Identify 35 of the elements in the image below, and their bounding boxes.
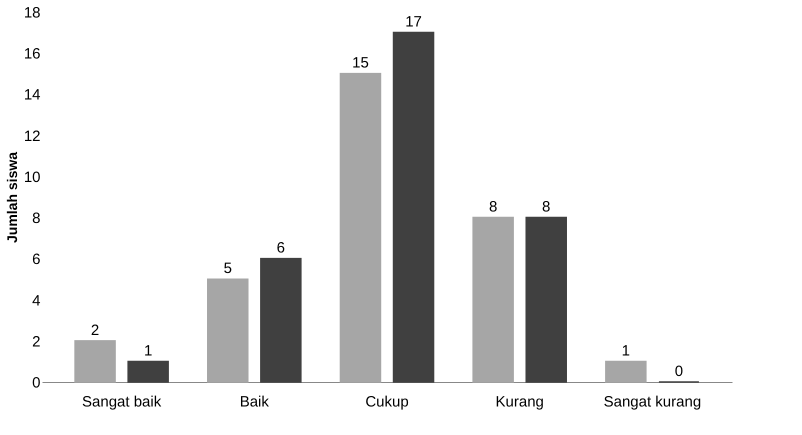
x-tick-label: Baik — [240, 394, 270, 410]
data-label: 1 — [622, 342, 630, 360]
data-label: 2 — [90, 322, 100, 339]
y-tick-label: 10 — [24, 168, 40, 186]
bar — [340, 72, 382, 383]
y-tick-label: 6 — [32, 251, 40, 268]
data-label: 8 — [488, 198, 498, 216]
y-tick-label: 14 — [24, 86, 40, 104]
y-tick-label: 0 — [32, 374, 40, 392]
x-tick-label: Cukup — [365, 394, 409, 410]
x-tick-label: Sangat baik — [82, 394, 162, 410]
bar — [525, 216, 567, 383]
data-label: 6 — [276, 240, 286, 257]
bar — [260, 258, 302, 383]
bar — [392, 32, 434, 383]
y-tick-label: 4 — [32, 292, 40, 310]
bar — [127, 360, 169, 383]
data-label: 1 — [144, 342, 152, 360]
data-label: 8 — [542, 198, 550, 216]
bar — [605, 360, 647, 383]
y-axis-title: Jumlah siswa — [4, 152, 20, 244]
y-tick-label: 12 — [24, 128, 40, 145]
bar — [207, 278, 249, 383]
data-label: 15 — [352, 54, 369, 72]
bar — [74, 340, 116, 383]
data-label: 0 — [674, 363, 684, 380]
bar — [472, 216, 514, 383]
x-tick-label: Sangat kurang — [604, 394, 702, 410]
y-tick-label: 16 — [24, 46, 40, 63]
y-tick-label: 2 — [32, 333, 40, 350]
data-label: 17 — [405, 14, 422, 31]
x-tick-label: Kurang — [496, 394, 544, 410]
data-label: 5 — [224, 260, 232, 278]
y-tick-label: 8 — [32, 210, 40, 228]
y-tick-label: 18 — [24, 4, 40, 22]
